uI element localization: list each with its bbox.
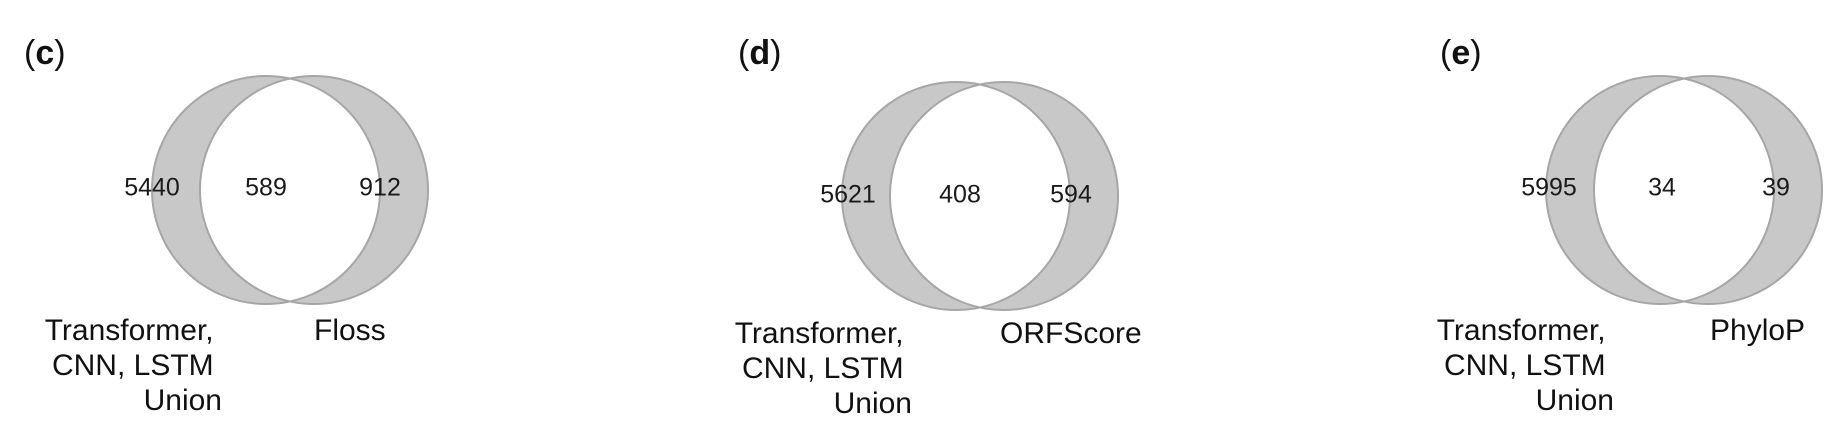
venn-right-outline-c [199,75,429,305]
right-set-label-d: ORFScore [1000,317,1142,350]
left-only-count-c: 5440 [124,174,180,202]
venn-left-outline-d [841,81,1071,311]
left-set-label-c-line-1: Transformer, [45,314,214,347]
venn-right-outline-e [1593,75,1823,305]
left-set-label-e-line-1: Transformer, [1437,314,1606,347]
venn-panel-e: (e) 5995 34 39 Transformer, CNN, LSTM Un… [1437,34,1823,417]
overlap-count-d: 408 [939,181,981,209]
left-set-label-c-line-3: Union [144,384,222,417]
right-set-label-e: PhyloP [1710,314,1805,347]
venn-left-outline-e [1545,75,1775,305]
right-only-count-e: 39 [1762,174,1790,202]
panel-letter-d: (d) [738,34,781,72]
right-only-count-d: 594 [1050,181,1092,209]
left-set-label-e: Transformer, CNN, LSTM Union [1437,314,1614,417]
right-only-count-c: 912 [359,174,401,202]
right-set-label-c: Floss [314,314,386,347]
venn-right-outline-d [889,81,1119,311]
panel-letter-c: (c) [24,34,66,72]
left-only-count-d: 5621 [820,181,876,209]
left-set-label-d-line-1: Transformer, [735,317,904,350]
overlap-count-e: 34 [1648,174,1676,202]
left-set-label-d-line-2: CNN, LSTM [742,352,904,385]
left-set-label-e-line-3: Union [1536,384,1614,417]
overlap-count-c: 589 [245,174,287,202]
panel-letter-d-text: d [749,34,770,72]
venn-left-outline-c [151,75,381,305]
left-only-count-e: 5995 [1521,174,1577,202]
panel-letter-e-text: e [1451,34,1470,72]
left-set-label-c: Transformer, CNN, LSTM Union [45,314,222,417]
left-set-label-c-line-2: CNN, LSTM [52,349,214,382]
venn-panel-d: (d) 5621 408 594 Transformer, CNN, LSTM … [735,34,1142,420]
left-set-label-d: Transformer, CNN, LSTM Union [735,317,912,420]
venn-panel-c: (c) 5440 589 912 Transformer, CNN, LSTM … [24,34,429,417]
panel-letter-c-text: c [35,34,54,72]
panel-letter-e: (e) [1440,34,1482,72]
left-set-label-d-line-3: Union [834,387,912,420]
left-set-label-e-line-2: CNN, LSTM [1444,349,1606,382]
